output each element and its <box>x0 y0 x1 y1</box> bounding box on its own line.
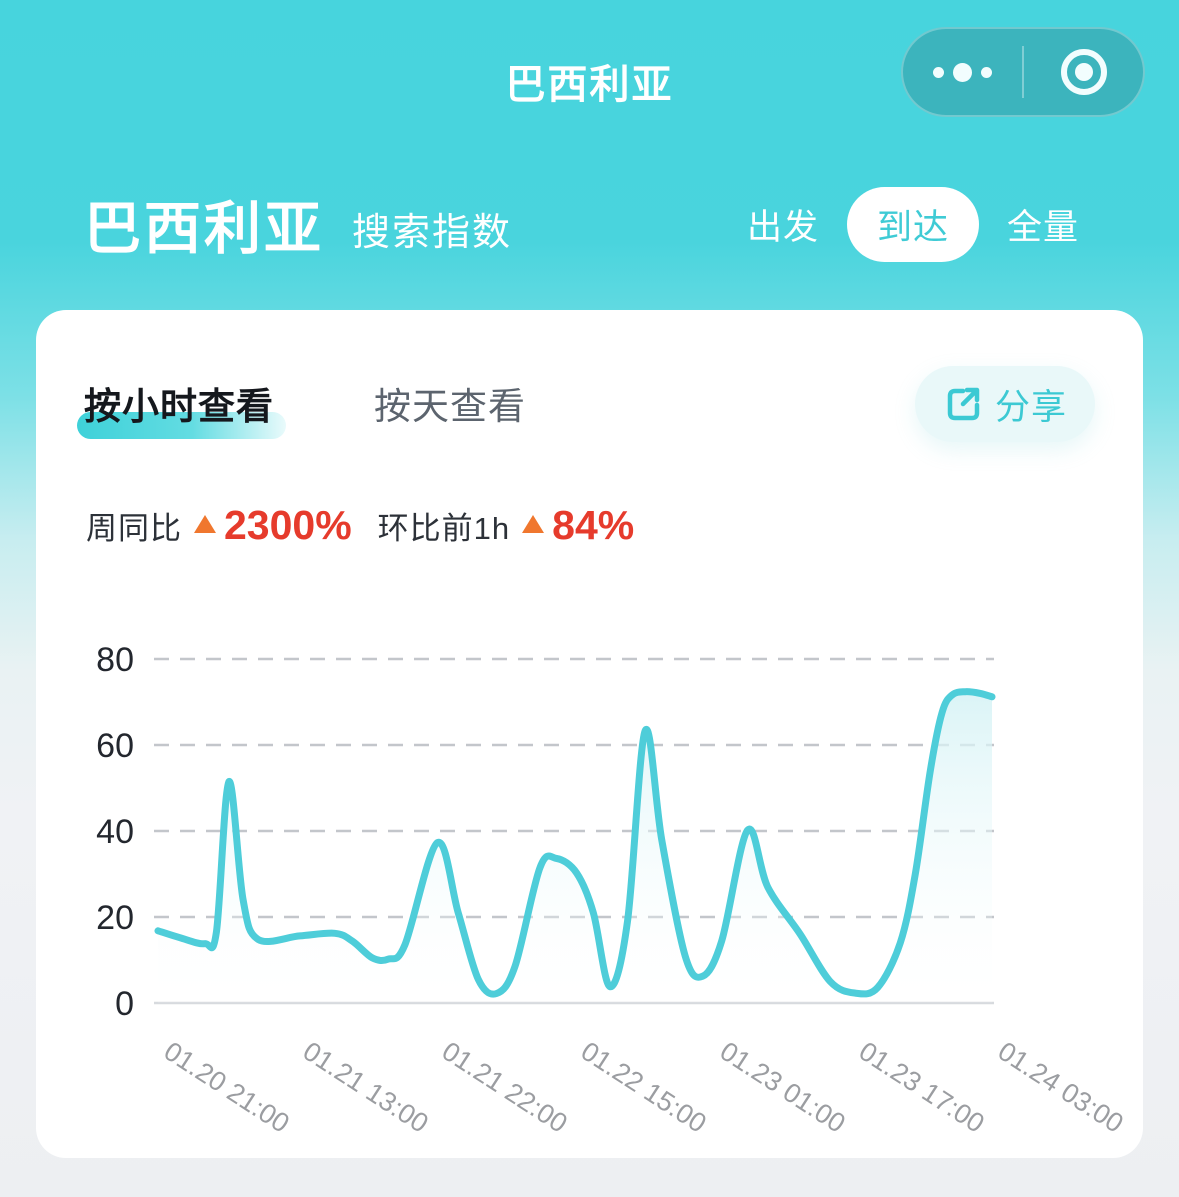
x-tick-label: 01.22 15:00 <box>576 1036 712 1139</box>
arrow-up-icon <box>194 514 216 533</box>
tab-by-hour[interactable]: 按小时查看 <box>77 376 286 439</box>
nav-title: 巴西利亚 <box>505 63 674 107</box>
share-icon <box>947 387 980 421</box>
stat-label-wow: 周同比 <box>86 511 182 546</box>
miniprogram-capsule <box>901 27 1145 117</box>
segment-depart[interactable]: 出发 <box>746 207 819 247</box>
capsule-divider <box>1022 46 1024 98</box>
chart-card: 按小时查看 按天查看 分享 周同比 2300% 环比前1h 84% <box>36 310 1143 1158</box>
y-tick-label: 0 <box>115 985 134 1023</box>
y-axis-labels: 0 20 40 60 80 <box>96 641 134 1023</box>
tab-by-day[interactable]: 按天查看 <box>374 386 526 427</box>
view-tabs: 按小时查看 按天查看 <box>77 376 526 439</box>
y-tick-label: 60 <box>96 727 134 765</box>
x-tick-label: 01.21 13:00 <box>298 1036 434 1139</box>
page-subtitle: 搜索指数 <box>352 211 513 254</box>
ellipsis-icon <box>933 62 992 82</box>
page-title: 巴西利亚 <box>84 197 324 261</box>
share-button[interactable]: 分享 <box>914 366 1095 442</box>
more-button[interactable] <box>903 29 1022 115</box>
trend-line <box>154 688 996 998</box>
arrow-up-icon <box>522 514 545 533</box>
trend-chart[interactable]: 0 20 40 60 80 01.20 21:00 01.21 13:00 01.21 22… <box>36 620 1143 1158</box>
page-header: 巴西利亚 搜索指数 出发 到达 全量 <box>84 186 1079 262</box>
segmented-control: 出发 到达 全量 <box>746 186 1079 262</box>
stats-row: 周同比 2300% 环比前1h 84% <box>86 502 634 549</box>
home-button[interactable] <box>1024 29 1143 115</box>
y-tick-label: 80 <box>96 641 134 679</box>
x-tick-label: 01.21 22:00 <box>437 1036 573 1139</box>
y-tick-label: 40 <box>96 813 134 851</box>
stat-value-hoh: 84% <box>552 502 635 548</box>
target-icon <box>1060 49 1107 95</box>
area-fill <box>158 691 992 1003</box>
x-tick-label: 01.23 01:00 <box>715 1036 851 1139</box>
segment-all[interactable]: 全量 <box>1006 207 1079 247</box>
segment-arrive-active[interactable]: 到达 <box>846 186 979 262</box>
x-tick-label: 01.23 17:00 <box>854 1036 990 1139</box>
stat-value-wow: 2300% <box>224 502 352 548</box>
x-tick-label: 01.20 21:00 <box>159 1036 295 1139</box>
stat-label-hoh: 环比前1h <box>377 511 511 546</box>
x-tick-label: 01.24 03:00 <box>993 1036 1129 1139</box>
x-axis-labels: 01.20 21:00 01.21 13:00 01.21 22:00 01.22 1… <box>159 1036 1129 1139</box>
y-tick-label: 20 <box>96 899 134 937</box>
share-label: 分享 <box>994 387 1067 427</box>
